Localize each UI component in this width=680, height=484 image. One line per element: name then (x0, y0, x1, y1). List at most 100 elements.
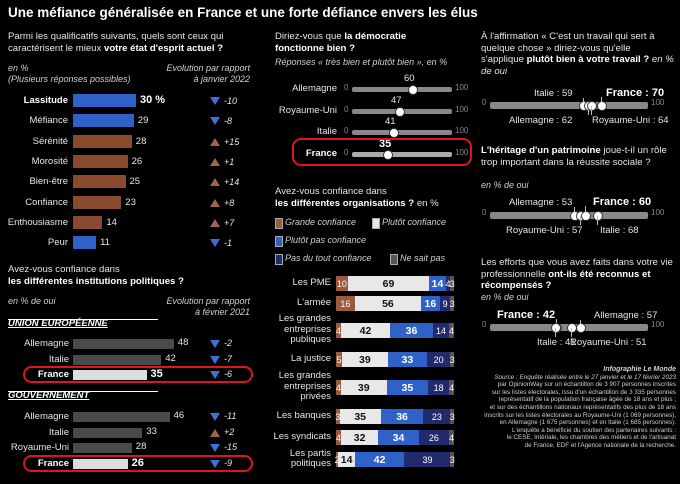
heritage-dot-italie (593, 211, 604, 221)
gouv-evo-royaume-uni-arrow-icon (210, 444, 220, 452)
ue-bar-allemagne (73, 339, 174, 349)
dem-min-italie: 0 (344, 126, 349, 135)
org-cat-la-justice: La justice (290, 352, 331, 365)
bar-enthousiasme (73, 215, 103, 229)
source-line: par OpinionWay sur un échantillon de 3 9… (497, 381, 676, 389)
evo-enthousiasme: +7 (224, 217, 235, 228)
org-cat-line: Les grandes (278, 313, 331, 325)
dem-cat-royaume-uni: Royaume-Uni (278, 104, 337, 116)
source-line: représentatif de la population française… (498, 396, 676, 404)
org-seg-les-pme-plutot-confiance: 69 (347, 276, 430, 291)
ue-value-france: 35 (150, 368, 163, 380)
credit: Infographie Le Monde (603, 366, 676, 373)
q1-evo-line2: à janvier 2022 (193, 73, 250, 84)
evo-lassitude: -10 (224, 96, 238, 106)
value-enthousiasme: 14 (106, 216, 117, 228)
value-bien-etre: 25 (129, 176, 141, 188)
org-seg-l-armee-grande-confiance: 16 (336, 296, 355, 311)
org-cat-les-banques: Les banques (277, 410, 331, 422)
org-seg-les-grandes-entreprises-privees-plutot-confiance: 39 (340, 380, 387, 395)
org-cat-line: Les syndicats (273, 430, 331, 442)
org-seg-les-syndicats-ne-sait-pas: 4 (449, 430, 454, 445)
org-seg-les-grandes-entreprises-publiques-pas-du-tout-confiance: 14 (432, 323, 450, 338)
org-seg-les-pme-ne-sait-pas: 3 (450, 276, 455, 291)
efforts-label-royaume-uni: Royaume-Uni : 51 (570, 337, 647, 348)
org-seg-l-armee-pas-du-tout-confiance: 9 (439, 296, 451, 311)
cat-peur: Peur (47, 237, 68, 249)
org-cat-line: L'armée (296, 296, 331, 308)
heritage-label-italie: Italie : 68 (600, 225, 639, 236)
efforts-leader-royaume-uni (570, 328, 572, 337)
q1-text: Parmi les qualificatifs suivants, quels … (8, 31, 224, 54)
source-line: L'enquête a bénéficié du soutien des par… (512, 426, 676, 434)
ue-value-italie: 42 (165, 352, 176, 364)
heritage-label-france: France : 60 (593, 196, 652, 208)
evo-confiance: +8 (224, 197, 235, 208)
section-ue: UNION EUROPÉENNE (8, 318, 108, 329)
legend-swatch-pas-du-tout-confiance (275, 254, 283, 265)
legend-ne-sait-pas: Ne sait pas (400, 253, 446, 263)
gouv-evo-italie: +2 (224, 426, 235, 437)
dem-highlight (292, 137, 472, 166)
dem-dot-allemagne (408, 85, 418, 95)
value-mefiance: 29 (137, 115, 149, 127)
travail-label-italie: Italie : 59 (534, 88, 573, 99)
cat-mefiance: Méfiance (29, 115, 68, 127)
dem-cat-allemagne: Allemagne (292, 83, 337, 94)
efforts-dot-italie (550, 323, 561, 333)
dem-dot-france (383, 149, 393, 160)
source-block: Infographie Le Monde Source : Enquête ré… (478, 366, 676, 450)
gouv-evo-royaume-uni: -15 (224, 442, 238, 452)
q3-text: Diriez-vous que (275, 31, 345, 42)
q6-text-bold: L'héritage d'un patrimoine (481, 145, 601, 156)
gouv-cat-allemagne: Allemagne (24, 411, 69, 422)
dem-dot-italie (389, 128, 399, 138)
org-cat-les-syndicats: Les syndicats (273, 430, 331, 443)
heritage-leader-italie (597, 216, 599, 225)
q1-evolution-note: Evolution par rapport à janvier 2022 (140, 63, 250, 84)
page-title: Une méfiance généralisée en France et un… (8, 5, 478, 20)
org-seg-les-pme-grande-confiance: 10 (336, 276, 348, 291)
ue-evo-italie: -7 (224, 353, 233, 364)
q3-note: Réponses « très bien et plutôt bien », e… (275, 57, 448, 67)
evo-enthousiasme-arrow-icon (210, 218, 220, 227)
gouv-bar-italie (73, 427, 143, 438)
org-cat-line: Les partis (289, 447, 331, 459)
gouv-bar-allemagne (73, 412, 170, 422)
source-line: Source : Enquête réalisée entre le 27 ja… (494, 373, 676, 381)
org-seg-la-justice-ne-sait-pas: 3 (450, 352, 455, 367)
gouv-value-italie: 33 (146, 425, 157, 437)
org-seg-les-grandes-entreprises-publiques-plutot-confiance: 42 (340, 323, 391, 338)
q7-text-bold: ont-ils été reconnus et récompensés ? (481, 268, 651, 292)
efforts-label-italie: Italie : 41 (537, 337, 576, 348)
gouv-cat-france: France (37, 457, 69, 469)
dem-value-royaume-uni: 47 (391, 94, 402, 106)
efforts-dot-royaume-uni (566, 323, 577, 333)
q2-evo-line2: à février 2021 (194, 306, 250, 317)
org-seg-les-pme-pas-du-tout-confiance: 4 (446, 276, 451, 291)
org-cat-line: entreprises (284, 380, 331, 392)
ue-highlight (23, 366, 253, 383)
q7-text: Les efforts que vous avez faits dans vot… (481, 257, 673, 280)
legend-plutot-pas-confiance: Plutôt pas confiance (285, 235, 367, 245)
heritage-leader-royaume-uni (580, 216, 582, 225)
source-line: de France, EDF et l'Agence nationale de … (524, 441, 676, 449)
ue-evo-france-arrow-icon (210, 371, 220, 379)
org-seg-les-partis-politiques-grande-confiance: 2 (335, 452, 340, 467)
dem-min-allemagne: 0 (344, 83, 349, 92)
org-seg-la-justice-plutot-confiance: 39 (341, 352, 388, 367)
source-line: en Allemagne (1 675 personnes) et en Ita… (499, 419, 676, 427)
q6-text: joue-t-il un rôle trop important dans la… (481, 145, 667, 168)
q7-note: en % de oui (481, 292, 529, 302)
org-cat-line: La justice (290, 352, 331, 364)
gouv-evo-france-arrow-icon (210, 459, 220, 468)
ue-evo-france: -6 (224, 369, 233, 379)
q5-text-bold: plutôt bien à votre travail ? (526, 54, 650, 65)
dem-cat-france: France (305, 147, 337, 159)
org-seg-l-armee-plutot-pas-confiance: 16 (420, 296, 440, 311)
org-seg-les-syndicats-plutot-pas-confiance: 34 (378, 430, 419, 445)
gouv-value-royaume-uni: 28 (135, 441, 147, 452)
q5-text: À l'affirmation « C'est un travail qui s… (481, 31, 655, 65)
ue-cat-allemagne: Allemagne (24, 338, 69, 349)
q3-text-bold2: fonctionne bien ? (275, 42, 355, 54)
